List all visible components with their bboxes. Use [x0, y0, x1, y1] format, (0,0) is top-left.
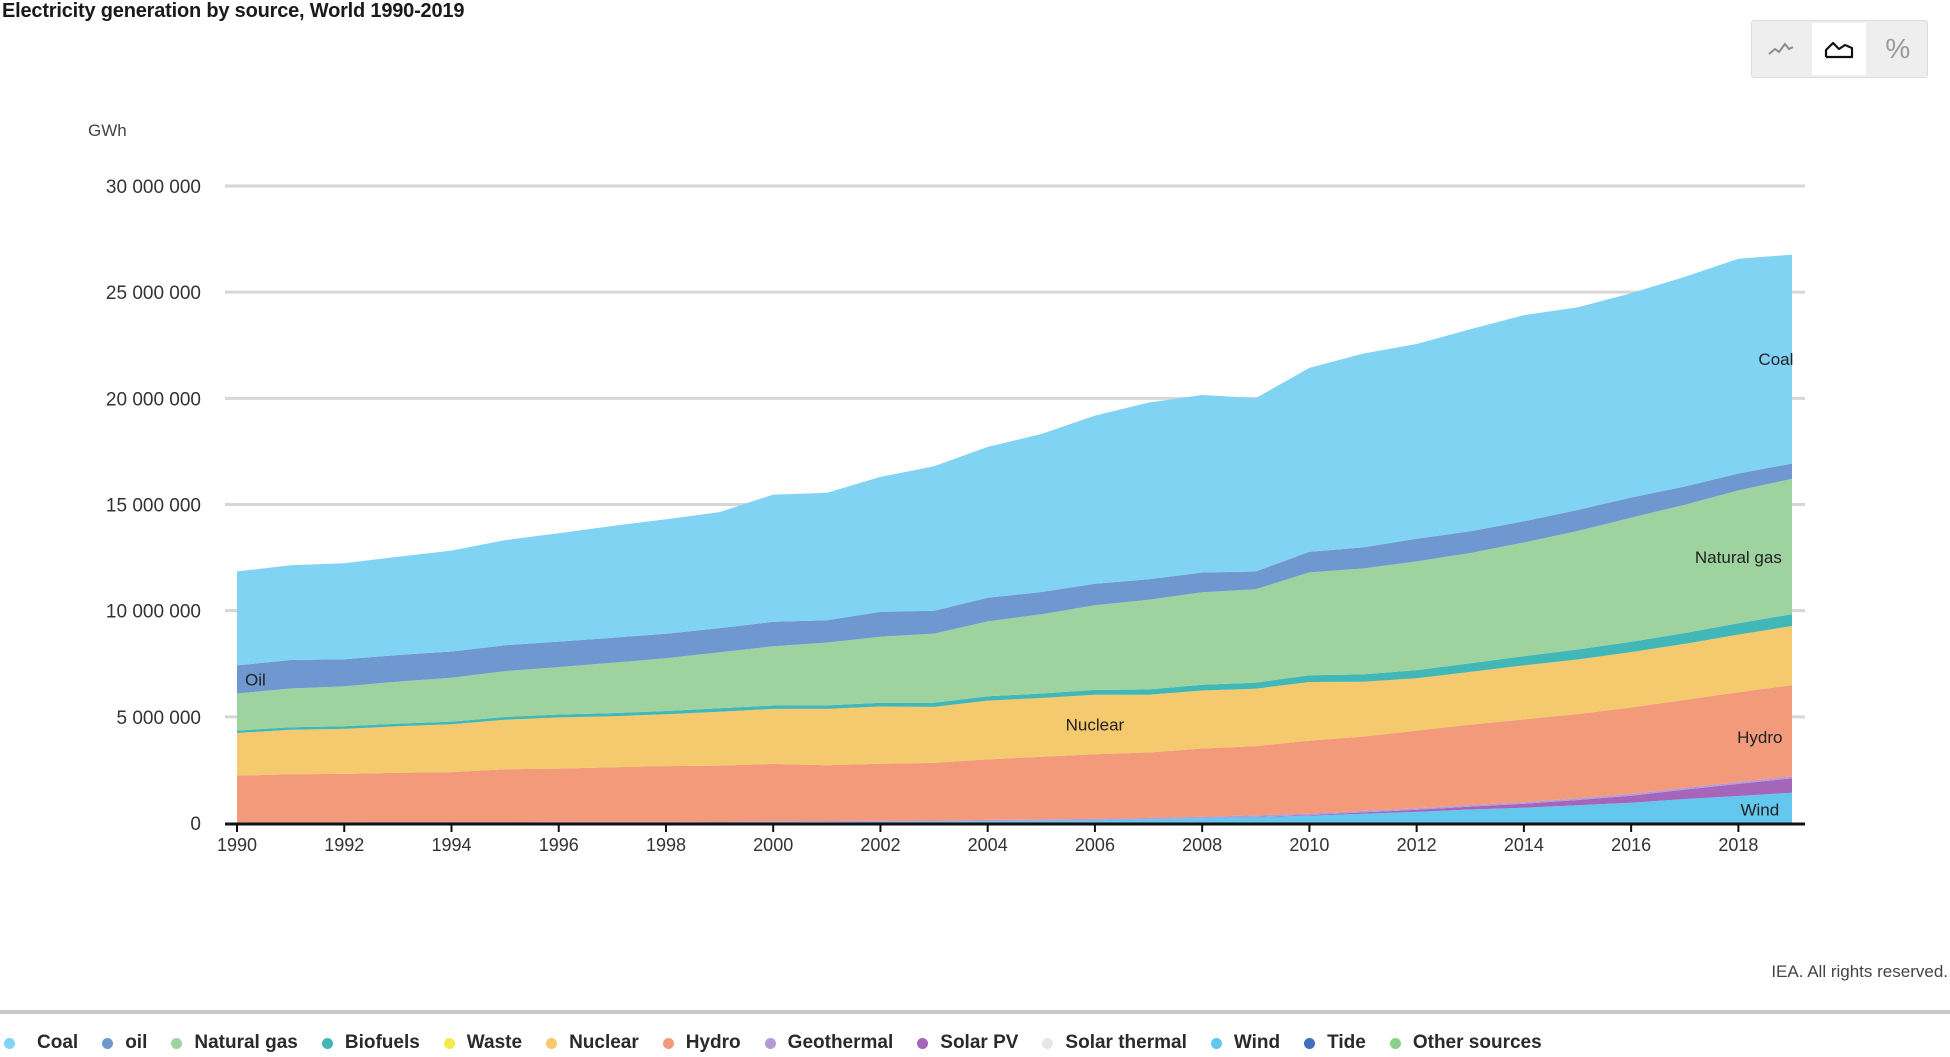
x-tick-label: 1990 [217, 835, 257, 855]
legend-item[interactable]: Coal [4, 1032, 78, 1054]
x-tick-label: 2002 [860, 835, 900, 855]
legend-label: Geothermal [787, 1032, 894, 1053]
x-tick-label: 1998 [646, 835, 686, 855]
legend-label: Biofuels [344, 1032, 420, 1053]
legend-item[interactable]: Wind [1210, 1032, 1281, 1054]
area-nuclear[interactable] [237, 626, 1792, 776]
x-tick-label: 2016 [1611, 835, 1651, 855]
x-tick-label: 1994 [431, 835, 471, 855]
legend-label: Waste [466, 1032, 523, 1053]
line-chart-icon [1768, 42, 1794, 55]
line-chart-button[interactable] [1754, 23, 1808, 75]
area-chart-icon [1825, 41, 1854, 59]
y-tick-label: 0 [190, 814, 201, 835]
x-tick-label: 2012 [1397, 835, 1437, 855]
legend-swatch [102, 1037, 114, 1049]
legend-swatch [4, 1037, 15, 1049]
x-tick-label: 2014 [1504, 835, 1544, 855]
series-label: Oil [245, 670, 266, 689]
series-areas [237, 254, 1792, 823]
legend-item[interactable]: Tide [1304, 1032, 1366, 1054]
legend-swatch [1042, 1037, 1054, 1049]
legend-swatch [546, 1037, 558, 1049]
series-label: Coal [1758, 350, 1793, 369]
chart-title: Electricity generation by source, World … [2, 0, 465, 22]
x-tick-label: 2010 [1289, 835, 1329, 855]
series-labels: Wind Hydro Nuclear Natural gas Oil Coal [245, 350, 1793, 819]
area-coal[interactable] [237, 254, 1792, 666]
legend-label: Other sources [1412, 1032, 1542, 1053]
y-tick-label: 25 000 000 [106, 283, 201, 304]
series-label: Hydro [1737, 728, 1782, 747]
legend-item[interactable]: Biofuels [321, 1032, 420, 1054]
axes: 0 5 000 000 10 000 000 15 000 000 20 000 000… [106, 177, 1805, 855]
area-hydro[interactable] [237, 685, 1792, 823]
percent-icon: % [1885, 33, 1911, 64]
x-tick-label: 2006 [1075, 835, 1115, 855]
legend-item[interactable]: Natural gas [171, 1032, 298, 1054]
legend-swatch [1210, 1037, 1222, 1049]
legend-swatch [917, 1037, 929, 1049]
y-tick-label: 30 000 000 [106, 177, 201, 198]
x-tick-label: 2004 [968, 835, 1008, 855]
legend-label: Solar PV [940, 1032, 1019, 1053]
legend-label: Coal [37, 1032, 79, 1053]
legend-item[interactable]: Other sources [1389, 1032, 1542, 1054]
legend-label: Tide [1327, 1032, 1366, 1053]
legend: Coal oil Natural gas Biofuels Waste Nuclear Hy… [0, 1030, 1950, 1056]
legend-item[interactable]: Hydro [662, 1032, 741, 1054]
series-label: Natural gas [1695, 548, 1782, 567]
legend-item[interactable]: Nuclear [546, 1032, 639, 1054]
legend-swatch [443, 1037, 455, 1049]
copyright-credit: IEA. All rights reserved. [1771, 962, 1948, 981]
stacked-area-chart: 0 5 000 000 10 000 000 15 000 000 20 000 000… [106, 177, 1805, 855]
area-solar-pv[interactable] [237, 778, 1792, 823]
x-tick-label: 1996 [539, 835, 579, 855]
legend-swatch [171, 1037, 183, 1049]
legend-divider [0, 1010, 1950, 1014]
series-label: Wind [1740, 800, 1779, 819]
legend-item[interactable]: oil [102, 1032, 147, 1054]
legend-label: Hydro [685, 1032, 741, 1053]
series-label: Nuclear [1066, 715, 1125, 734]
x-tick-label: 2008 [1182, 835, 1222, 855]
legend-label: Nuclear [569, 1032, 639, 1053]
legend-item[interactable]: Waste [443, 1032, 523, 1054]
area-chart-button[interactable] [1812, 23, 1867, 75]
y-tick-label: 10 000 000 [106, 602, 201, 623]
percent-button[interactable]: % [1871, 23, 1925, 75]
area-natural-gas[interactable] [237, 478, 1792, 731]
legend-swatch [764, 1037, 776, 1049]
legend-swatch [321, 1037, 333, 1049]
y-axis-unit-label: GWh [88, 121, 127, 140]
legend-swatch [1389, 1037, 1401, 1049]
y-tick-label: 15 000 000 [106, 496, 201, 517]
legend-swatch [1304, 1037, 1316, 1049]
legend-label: Wind [1233, 1032, 1281, 1053]
legend-label: oil [125, 1032, 148, 1053]
y-tick-label: 5 000 000 [116, 708, 201, 729]
y-tick-label: 20 000 000 [106, 389, 201, 410]
x-tick-label: 1992 [324, 835, 364, 855]
legend-item[interactable]: Solar PV [917, 1032, 1018, 1054]
x-tick-label: 2018 [1718, 835, 1758, 855]
chart-type-toggle: % [1751, 20, 1928, 78]
area-oil[interactable] [237, 463, 1792, 694]
legend-label: Natural gas [194, 1032, 298, 1053]
legend-item[interactable]: Geothermal [764, 1032, 894, 1054]
legend-swatch [662, 1037, 674, 1049]
legend-item[interactable]: Solar thermal [1042, 1032, 1187, 1054]
area-wind[interactable] [237, 792, 1792, 823]
legend-label: Solar thermal [1065, 1032, 1187, 1053]
x-tick-label: 2000 [753, 835, 793, 855]
